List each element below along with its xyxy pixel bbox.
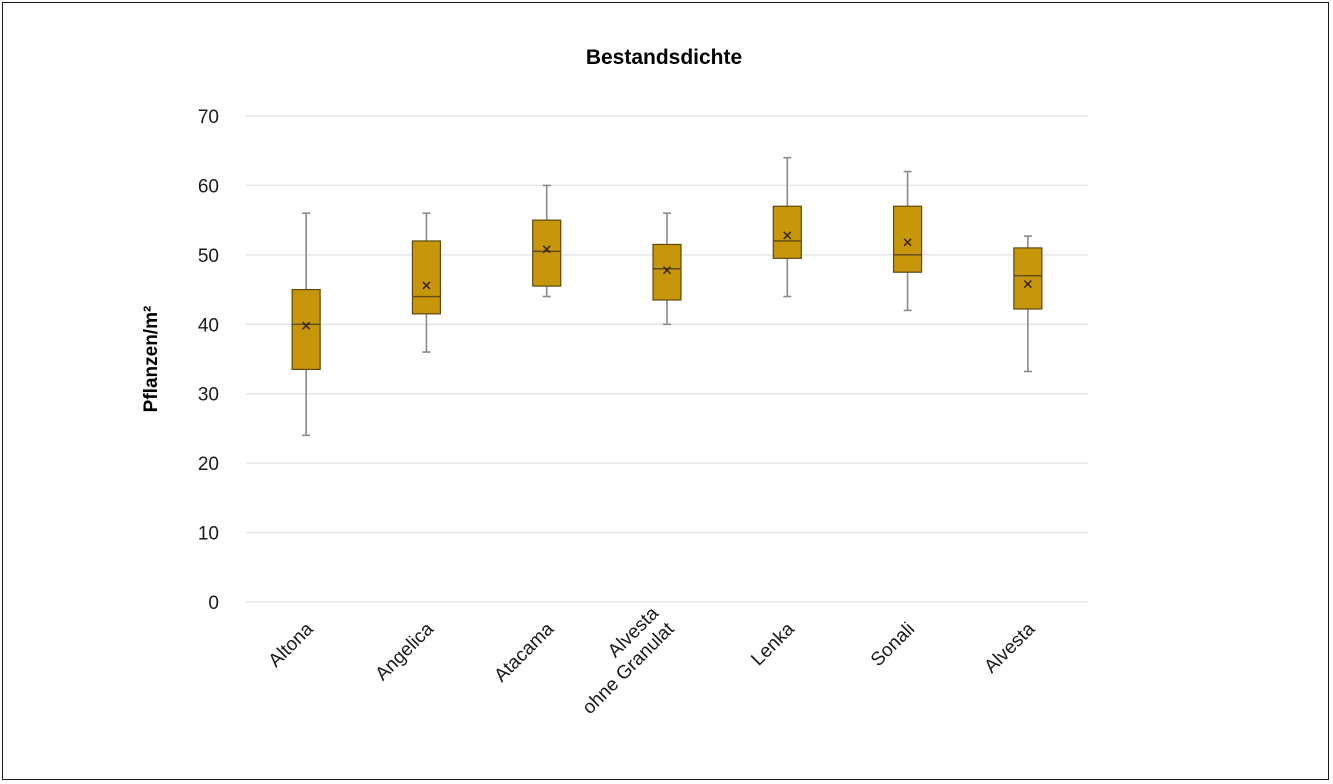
y-tick-label: 0 [208, 593, 219, 614]
x-category-label: Angelica [372, 618, 439, 685]
mean-marker [662, 266, 672, 275]
box-2 [411, 212, 442, 353]
x-category-label: Alvestaohne Granulat [563, 603, 679, 719]
mean-marker [903, 238, 912, 247]
box-1 [291, 212, 321, 437]
iqr-box [892, 205, 923, 273]
x-category-label: Atacama [490, 618, 558, 686]
mean-marker [1023, 279, 1032, 289]
gridlines [246, 115, 1088, 603]
chart-title: Bestandsdichte [586, 46, 742, 69]
x-category-label-line: Sonali [867, 619, 919, 671]
x-category-label-line: Lenka [747, 618, 799, 670]
mean-marker [783, 231, 792, 240]
iqr-box [652, 243, 682, 301]
box-7 [1013, 235, 1043, 373]
x-category-label-line: Atacama [490, 618, 558, 686]
x-category-label: Altona [265, 618, 318, 671]
iqr-box [1013, 247, 1043, 310]
y-tick-label: 70 [198, 107, 219, 128]
y-tick-label: 30 [198, 385, 219, 406]
iqr-box [772, 205, 802, 259]
x-category-label: Lenka [747, 618, 799, 670]
box-6 [892, 170, 923, 312]
y-axis-ticks: 0 10 20 30 40 50 60 70 [198, 107, 219, 614]
iqr-box [291, 288, 321, 371]
mean-marker [422, 281, 431, 290]
y-tick-label: 60 [198, 176, 219, 197]
y-tick-label: 50 [198, 246, 219, 267]
box-3 [532, 184, 562, 298]
y-tick-label: 10 [198, 524, 219, 545]
x-category-label: Alvesta [980, 618, 1039, 677]
iqr-box [532, 219, 562, 287]
mean-marker [542, 245, 551, 254]
iqr-box [411, 240, 442, 315]
boxes [291, 156, 1043, 437]
mean-marker [302, 321, 311, 330]
y-axis-title: Pflanzen/m² [141, 306, 162, 413]
x-category-label-line: Angelica [372, 618, 439, 685]
x-category-label-line: Altona [265, 618, 318, 671]
x-category-label: Sonali [867, 619, 919, 671]
box-4 [652, 212, 682, 326]
y-tick-label: 20 [198, 454, 219, 475]
x-axis-labels: Altona Angelica Atacama Alvestaohne Granula… [265, 603, 1040, 719]
y-tick-label: 40 [198, 315, 219, 336]
x-category-label-line: Alvesta [980, 618, 1039, 677]
box-5 [772, 156, 802, 298]
